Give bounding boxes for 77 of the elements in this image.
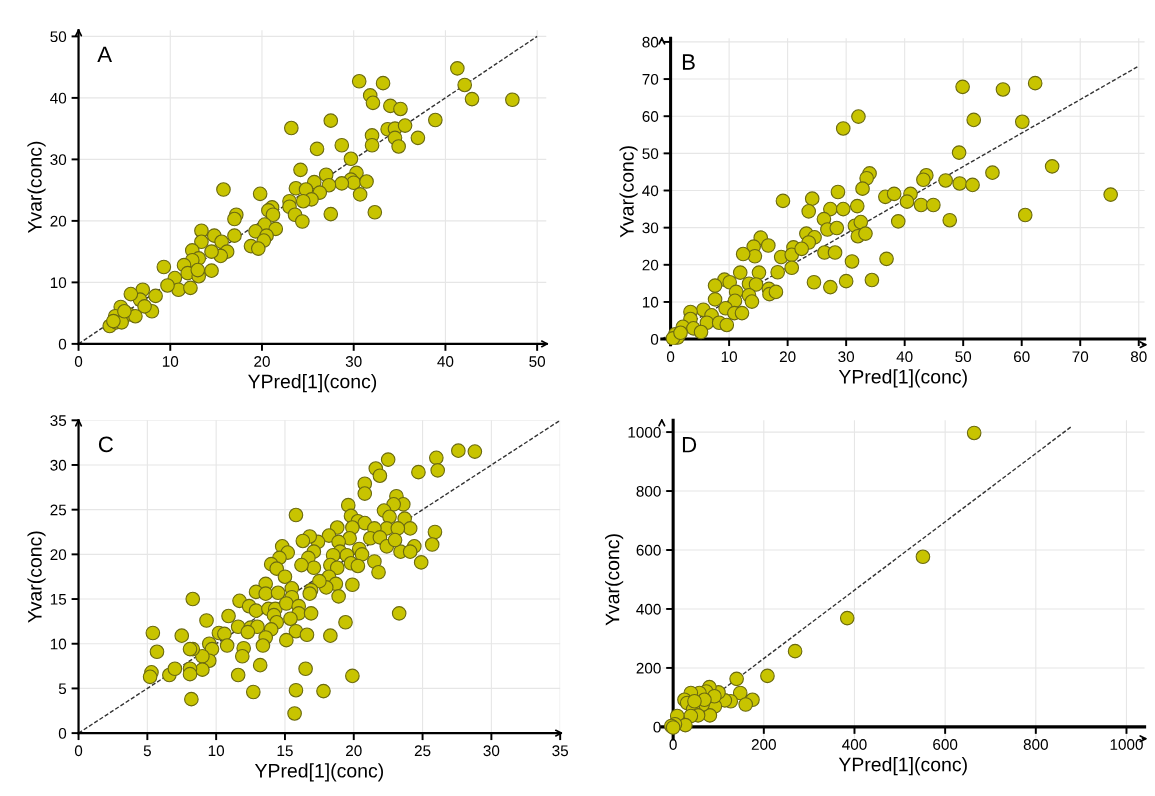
x-tick-label: 15 <box>277 745 293 757</box>
y-tick-label: 80 <box>642 36 659 48</box>
y-tick-label: 10 <box>50 277 67 289</box>
x-tick-label: 30 <box>345 356 362 367</box>
y-tick-label: 15 <box>50 594 67 605</box>
y-tick-label: 0 <box>650 333 659 345</box>
y-axis-title: Yvar(conc) <box>27 141 46 234</box>
y-axis-title: Yvar(conc) <box>619 146 638 238</box>
x-tick-label: 800 <box>1023 739 1048 750</box>
y-tick-label: 50 <box>642 148 659 160</box>
x-tick-label: 1000 <box>1110 739 1143 750</box>
y-tick-label: 30 <box>50 459 67 471</box>
y-tick-label: 20 <box>642 259 659 271</box>
x-tick-label: 200 <box>751 739 776 750</box>
x-tick-label: 25 <box>414 745 431 757</box>
y-tick-label: 10 <box>642 296 659 308</box>
x-tick-label: 20 <box>779 351 796 363</box>
y-tick-label: 40 <box>642 185 659 197</box>
y-tick-label: 20 <box>50 215 67 227</box>
x-tick-label: 80 <box>1130 351 1147 363</box>
text: A <box>97 46 113 63</box>
x-tick-label: 10 <box>162 356 179 367</box>
y-tick-label: 30 <box>50 154 67 166</box>
y-tick-label: 10 <box>50 638 67 650</box>
y-tick-label: 50 <box>50 31 67 43</box>
y-tick-label: 0 <box>653 721 661 733</box>
x-tick-label: 10 <box>208 745 225 757</box>
point <box>760 668 775 684</box>
x-tick-label: 40 <box>437 356 454 367</box>
text: B <box>682 54 695 70</box>
point <box>839 610 855 626</box>
y-tick-label: 0 <box>58 338 67 350</box>
y-tick-label: 5 <box>58 683 67 695</box>
y-tick-label: 800 <box>636 485 661 497</box>
x-tick-label: 60 <box>1013 351 1030 363</box>
point <box>966 425 982 441</box>
y-tick-label: 25 <box>50 504 67 516</box>
point <box>915 549 931 565</box>
x-tick-label: 30 <box>838 351 855 363</box>
point <box>687 693 702 709</box>
y-tick-label: 35 <box>50 415 67 426</box>
x-tick-label: 0 <box>74 745 83 757</box>
y-tick-label: 30 <box>642 222 659 234</box>
point <box>787 643 803 659</box>
y-tick-label: 0 <box>58 727 67 739</box>
y-axis-title: Yvar(conc) <box>27 531 46 623</box>
x-tick-label: 400 <box>842 739 867 750</box>
x-tick-label: 0 <box>666 351 675 363</box>
x-tick-label: 50 <box>529 356 546 367</box>
x-tick-label: 5 <box>143 745 151 757</box>
y-tick-label: 600 <box>636 544 661 556</box>
x-tick-label: 70 <box>1072 351 1089 363</box>
x-axis-title: YPred[1](conc) <box>838 369 967 388</box>
y-tick-label: 40 <box>50 92 67 104</box>
x-tick-label: 600 <box>933 739 958 750</box>
x-axis-title: YPred[1](conc) <box>254 763 383 782</box>
x-tick-label: 35 <box>552 745 569 757</box>
y-tick-label: 70 <box>642 73 659 85</box>
x-tick-label: 50 <box>955 351 972 363</box>
y-tick-label: 60 <box>642 111 659 122</box>
text: C <box>98 436 114 453</box>
y-axis-title: Yvar(conc) <box>605 534 624 626</box>
point <box>729 671 744 687</box>
x-axis-title: YPred[1](conc) <box>838 757 967 776</box>
x-tick-label: 30 <box>483 745 500 757</box>
y-tick-label: 200 <box>636 662 661 674</box>
x-tick-label: 20 <box>254 356 270 367</box>
x-tick-label: 10 <box>721 351 738 363</box>
y-tick-label: 400 <box>636 603 661 615</box>
x-tick-label: 0 <box>74 356 83 367</box>
text: D <box>682 437 697 453</box>
point <box>738 697 754 712</box>
x-tick-label: 20 <box>346 745 362 757</box>
y-tick-label: 20 <box>50 549 67 561</box>
x-tick-label: 40 <box>896 351 913 363</box>
x-axis-title: YPred[1](conc) <box>248 374 377 393</box>
y-tick-label: 1000 <box>628 426 661 438</box>
